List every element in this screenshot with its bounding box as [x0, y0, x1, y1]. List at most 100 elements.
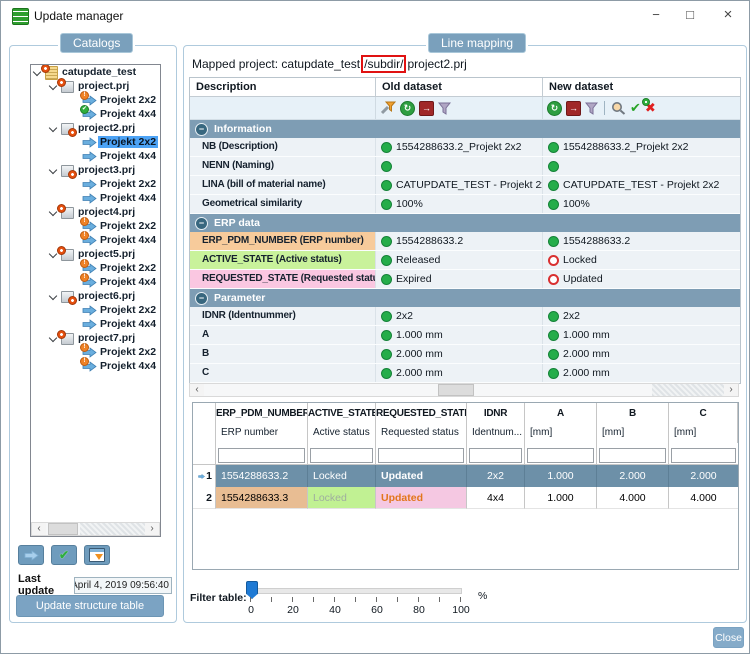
mapping-row-erp-pdm-number[interactable]: ERP_PDM_NUMBER (ERP number) 1554288633.2… [190, 232, 740, 251]
scroll-right-icon[interactable]: › [145, 523, 159, 535]
funnel-new-icon[interactable] [585, 102, 598, 115]
cell-a[interactable]: 1.000 [525, 487, 597, 509]
map-arrow-button[interactable] [18, 545, 44, 565]
scrollbar-thumb[interactable] [438, 384, 474, 396]
tree-item-variant[interactable]: ! Projekt 2x2 [80, 342, 160, 359]
tree-item-project[interactable]: project7.prj [47, 329, 160, 345]
slider-track[interactable] [246, 588, 462, 594]
mapping-row-b[interactable]: B 2.000 mm 2.000 mm [190, 345, 740, 364]
cell-erp[interactable]: 1554288633.3 [216, 487, 308, 509]
tree-item-variant[interactable]: Projekt 4x4 [81, 191, 160, 205]
col-requested-state[interactable]: REQUESTED_STATE [376, 403, 467, 425]
col-idnr[interactable]: IDNR [467, 403, 525, 425]
mapping-row-c[interactable]: C 2.000 mm 2.000 mm [190, 364, 740, 383]
section-information[interactable]: − Information [190, 120, 740, 138]
cell-a[interactable]: 1.000 [525, 465, 597, 487]
tree-hscrollbar[interactable]: ‹ › [31, 522, 160, 536]
tree-item-variant[interactable]: ! Projekt 2x2 [80, 258, 160, 275]
filter-input-active-state[interactable] [310, 448, 373, 463]
scroll-left-icon[interactable]: ‹ [190, 384, 204, 396]
reject-gear-icon[interactable]: ✖ [641, 98, 656, 115]
cell-b[interactable]: 4.000 [597, 487, 669, 509]
cell-idnr[interactable]: 4x4 [467, 487, 525, 509]
column-header-description[interactable]: Description [190, 78, 376, 97]
cell-active[interactable]: Locked [308, 465, 376, 487]
tree-item-project[interactable]: project2.prj [47, 121, 160, 137]
tree-item-variant[interactable]: ! Projekt 2x2 [80, 216, 160, 233]
filter-input-b[interactable] [599, 448, 666, 463]
tree-item-variant[interactable]: Projekt 4x4 [81, 149, 160, 163]
mapping-row-requested-state[interactable]: REQUESTED_STATE (Requested status) Expir… [190, 270, 740, 289]
collapse-icon[interactable]: − [195, 122, 208, 136]
scrollbar-track[interactable] [204, 384, 724, 396]
tree-item-variant[interactable]: Projekt 2x2 [81, 177, 160, 191]
scroll-right-icon[interactable]: › [724, 384, 738, 396]
tree-item-variant[interactable]: Projekt 2x2 [81, 303, 160, 317]
filter-input-idnr[interactable] [469, 448, 522, 463]
tree-item-project[interactable]: project3.prj [47, 163, 160, 179]
col-b[interactable]: B [597, 403, 669, 425]
cell-idnr[interactable]: 2x2 [467, 465, 525, 487]
tree-item-variant-selected[interactable]: Projekt 2x2 [81, 135, 160, 149]
scrollbar-thumb[interactable] [48, 523, 78, 535]
mapping-row-a[interactable]: A 1.000 mm 1.000 mm [190, 326, 740, 345]
tree-item-catalog[interactable]: catupdate_test [31, 65, 160, 80]
filter-input-erp-pdm-number[interactable] [218, 448, 305, 463]
cell-c[interactable]: 4.000 [669, 487, 738, 509]
tree-item-variant[interactable]: ! Projekt 4x4 [80, 230, 160, 247]
export-new-icon[interactable]: → [566, 100, 581, 116]
filter-magnet-icon[interactable] [380, 101, 396, 115]
mapping-row-lina[interactable]: LINA (bill of material name) CATUPDATE_T… [190, 176, 740, 195]
column-header-new-dataset[interactable]: New dataset [543, 78, 740, 97]
mapping-row-active-state[interactable]: ACTIVE_STATE (Active status) Released Lo… [190, 251, 740, 270]
filter-input-c[interactable] [671, 448, 736, 463]
mapping-row-idnr[interactable]: IDNR (Identnummer) 2x2 2x2 [190, 307, 740, 326]
col-active-state[interactable]: ACTIVE_STATE [308, 403, 376, 425]
filter-slider[interactable]: 0 20 40 60 80 100 % [246, 580, 496, 622]
section-erp-data[interactable]: − ERP data [190, 214, 740, 232]
mapping-row-similarity[interactable]: Geometrical similarity 100% 100% [190, 195, 740, 214]
result-row-2[interactable]: 2 1554288633.3 Locked Updated 4x4 1.000 … [193, 487, 738, 509]
tree-item-project[interactable]: project4.prj [47, 203, 160, 219]
maximize-button[interactable]: □ [686, 7, 694, 22]
mapping-hscrollbar[interactable]: ‹ › [189, 383, 739, 397]
col-a[interactable]: A [525, 403, 597, 425]
cell-active[interactable]: Locked [308, 487, 376, 509]
cell-erp[interactable]: 1554288633.2 [216, 465, 308, 487]
scroll-left-icon[interactable]: ‹ [32, 523, 46, 535]
tree-item-project[interactable]: project6.prj [47, 289, 160, 305]
filter-input-a[interactable] [527, 448, 594, 463]
minimize-button[interactable]: − [652, 7, 660, 22]
cell-b[interactable]: 2.000 [597, 465, 669, 487]
section-parameter[interactable]: − Parameter [190, 289, 740, 307]
chevron-down-icon[interactable] [47, 164, 59, 176]
tree-item-variant[interactable]: ! Projekt 4x4 [80, 272, 160, 289]
column-header-old-dataset[interactable]: Old dataset [376, 78, 543, 97]
tree-item-variant[interactable]: ! Projekt 4x4 [80, 356, 160, 373]
scrollbar-track[interactable] [46, 523, 145, 535]
search-icon[interactable] [611, 101, 626, 115]
accept-mapping-button[interactable]: ✔ [51, 545, 77, 565]
tree-item-variant[interactable]: ! Projekt 2x2 [80, 90, 160, 107]
close-window-button[interactable]: × [723, 6, 733, 23]
tree-item-variant[interactable]: ✔ Projekt 4x4 [80, 104, 157, 120]
collapse-icon[interactable]: − [195, 291, 208, 305]
export-old-icon[interactable]: → [419, 100, 434, 116]
tree-item-project[interactable]: project.prj [47, 77, 160, 93]
structure-filter-button[interactable] [84, 545, 110, 565]
tree-item-variant[interactable]: Projekt 4x4 [81, 317, 160, 331]
tree-item-project[interactable]: project5.prj [47, 245, 160, 261]
col-c[interactable]: C [669, 403, 738, 425]
chevron-down-icon[interactable] [47, 290, 59, 302]
cell-requested[interactable]: Updated [376, 465, 467, 487]
chevron-down-icon[interactable] [47, 122, 59, 134]
close-button[interactable]: Close [713, 627, 744, 648]
col-erp-pdm-number[interactable]: ERP_PDM_NUMBER [216, 403, 308, 425]
mapping-row-nenn[interactable]: NENN (Naming) [190, 157, 740, 176]
funnel-old-icon[interactable] [438, 102, 451, 115]
cell-requested[interactable]: Updated [376, 487, 467, 509]
sync-new-icon[interactable]: ↻ [547, 100, 562, 116]
sync-old-icon[interactable]: ↻ [400, 100, 415, 116]
filter-input-requested-state[interactable] [378, 448, 464, 463]
cell-c[interactable]: 2.000 [669, 465, 738, 487]
